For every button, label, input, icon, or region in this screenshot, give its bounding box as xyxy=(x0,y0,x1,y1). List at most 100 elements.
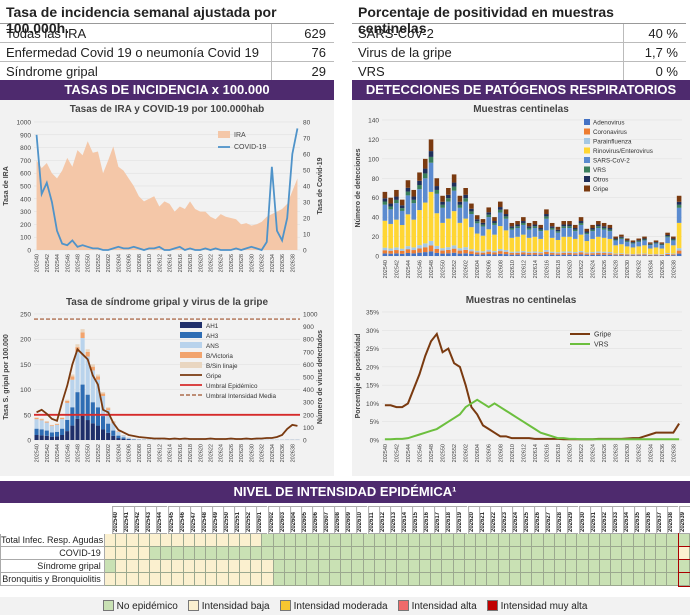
legend-swatch xyxy=(180,322,202,328)
bar-segment xyxy=(642,253,647,255)
x-tick-label: 202546 xyxy=(418,444,424,462)
bar-segment xyxy=(538,254,543,256)
bar-segment xyxy=(457,207,463,223)
x-tick-label: 202618 xyxy=(556,444,562,462)
x-tick-label: 202612 xyxy=(521,444,527,462)
y-tick-label: 400 xyxy=(20,196,31,203)
bar-segment xyxy=(60,418,65,420)
bar-segment xyxy=(480,235,486,252)
bar-segment xyxy=(653,240,659,243)
x-tick-label: 202606 xyxy=(127,444,133,462)
row-value: 29 xyxy=(311,64,326,79)
heatmap-cell xyxy=(442,560,454,573)
bar-segment xyxy=(665,243,670,253)
heatmap-cell xyxy=(644,547,656,560)
heatmap-cell xyxy=(262,547,274,560)
bar-segment xyxy=(382,247,388,251)
heatmap-cell xyxy=(386,547,398,560)
bar-segment xyxy=(497,253,503,256)
week-label: 202630 xyxy=(578,506,590,534)
y-axis-label: Porcentaje de positividad xyxy=(355,334,362,419)
bar-segment xyxy=(630,242,636,243)
bar-segment xyxy=(34,417,39,419)
bar-segment xyxy=(613,239,618,241)
heatmap-cell xyxy=(341,534,353,547)
bar-segment xyxy=(532,226,538,229)
row-label: VRS xyxy=(352,62,624,80)
bar-segment xyxy=(480,254,486,256)
bar-segment xyxy=(422,173,428,179)
heatmap-cell xyxy=(217,547,229,560)
bar-segment xyxy=(417,252,422,256)
bar-segment xyxy=(54,424,60,425)
bar-segment xyxy=(671,253,676,255)
bar-segment xyxy=(647,245,653,249)
bar-segment xyxy=(85,356,90,395)
bar-segment xyxy=(101,416,106,430)
week-label: 202634 xyxy=(623,506,635,534)
y2-axis-label: Número de virus detectados xyxy=(317,330,324,424)
bar-segment xyxy=(75,351,80,393)
bar-segment xyxy=(578,234,584,251)
x-tick-label: 202544 xyxy=(406,260,412,278)
bar-segment xyxy=(659,242,665,244)
bar-segment xyxy=(526,254,532,256)
bar-segment xyxy=(630,243,636,248)
week-label: 202621 xyxy=(478,506,490,534)
heatmap-cell xyxy=(183,534,195,547)
bar-segment xyxy=(613,238,618,240)
bar-segment xyxy=(665,252,670,254)
week-label: 202608 xyxy=(334,506,346,534)
bar-segment xyxy=(34,419,39,429)
bar-segment xyxy=(642,238,647,240)
y2-tick-label: 0 xyxy=(303,438,307,445)
bar-segment xyxy=(34,435,39,440)
heatmap-cell xyxy=(172,534,184,547)
bar-segment xyxy=(80,415,85,440)
heatmap-cell xyxy=(611,560,623,573)
bar-segment xyxy=(607,229,613,232)
ira-covid-chart: 0 100 200 300 400 500 600 700 800 900 1000 0 10 20 30 4… xyxy=(3,120,324,273)
bar-segment xyxy=(422,243,428,248)
heatmap-cell xyxy=(431,534,443,547)
bar-segment xyxy=(665,255,670,256)
heatmap-cell xyxy=(329,534,341,547)
heatmap-cell xyxy=(262,560,274,573)
week-label: 202549 xyxy=(211,506,224,534)
bar-segment xyxy=(75,392,80,419)
heatmap-cell xyxy=(251,573,263,586)
bar-segment xyxy=(70,379,75,408)
bar-segment xyxy=(561,228,567,237)
bar-segment xyxy=(619,254,624,256)
bar-segment xyxy=(601,254,607,256)
x-tick-label: 202620 xyxy=(568,260,574,278)
x-tick-label: 202624 xyxy=(219,444,225,462)
y2-tick-label: 50 xyxy=(303,168,311,175)
bar-segment xyxy=(538,228,543,230)
bar-segment xyxy=(440,248,445,251)
bar-segment xyxy=(428,139,434,152)
heatmap-cell xyxy=(296,573,308,586)
x-tick-label: 202622 xyxy=(579,260,585,278)
week-label: 202601 xyxy=(256,506,268,534)
bar-segment xyxy=(549,226,555,228)
bar-segment xyxy=(417,189,422,211)
bar-segment xyxy=(596,254,601,256)
x-tick-label: 202548 xyxy=(429,260,435,278)
heatmap-cell xyxy=(239,560,251,573)
x-tick-label: 202624 xyxy=(219,254,225,272)
bar-segment xyxy=(676,207,682,223)
bar-segment xyxy=(509,227,515,230)
bar-segment xyxy=(417,248,422,253)
bar-segment xyxy=(85,349,90,353)
heatmap-cell xyxy=(611,534,623,547)
heatmap-cell xyxy=(239,573,251,586)
bar-segment xyxy=(457,253,463,256)
bar-segment xyxy=(665,232,670,236)
x-tick-label: 202542 xyxy=(394,260,400,278)
heatmap-cell xyxy=(228,560,240,573)
bar-segment xyxy=(555,239,561,253)
x-tick-label: 202552 xyxy=(96,444,102,462)
bar-segment xyxy=(486,249,492,252)
bar-segment xyxy=(106,408,111,410)
